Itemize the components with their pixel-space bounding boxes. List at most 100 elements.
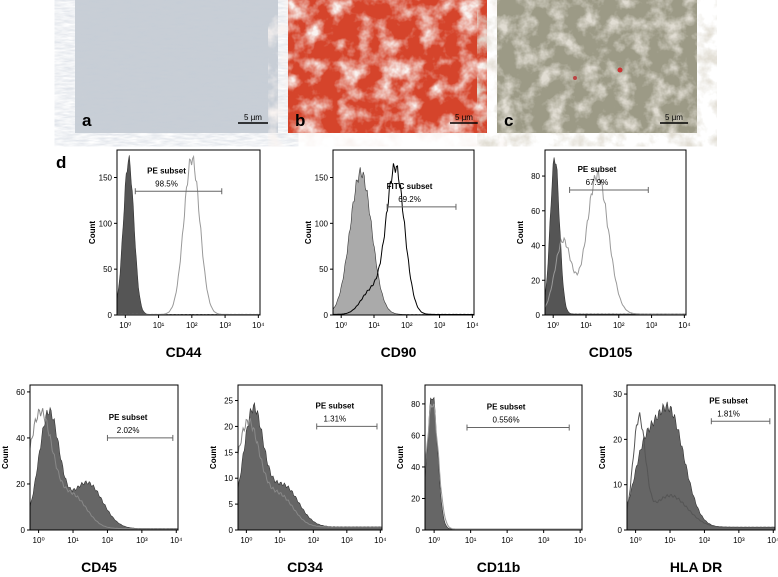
x-tick-label: 10³	[219, 321, 231, 330]
gate-name: PE subset	[109, 413, 148, 422]
isotype-histogram	[29, 406, 179, 531]
y-tick-label: 60	[531, 207, 540, 216]
marker-label: CD90	[381, 344, 417, 360]
y-tick-label: 10	[224, 474, 233, 483]
gate-percent: 1.81%	[717, 409, 740, 418]
y-tick-label: 20	[411, 494, 420, 503]
isotype-histogram	[544, 157, 687, 316]
x-tick-label: 10⁰	[428, 536, 440, 545]
x-tick-label: 10²	[102, 536, 114, 545]
y-tick-label: 50	[103, 265, 112, 274]
x-tick-label: 10²	[308, 536, 320, 545]
y-tick-label: 15	[224, 448, 233, 457]
x-tick-label: 10⁰	[119, 321, 131, 330]
x-tick-label: 10¹	[274, 536, 286, 545]
panel-label: a	[82, 111, 92, 130]
gate-name: PE subset	[147, 166, 186, 175]
y-tick-label: 40	[531, 242, 540, 251]
gate-name: PE subset	[315, 401, 354, 410]
y-axis-label: Count	[1, 446, 10, 469]
marker-label: CD11b	[477, 559, 521, 572]
x-tick-label: 10⁴	[678, 321, 691, 330]
marker-histogram	[333, 163, 474, 316]
gate-name: PE subset	[709, 396, 748, 405]
x-tick-label: 10³	[646, 321, 658, 330]
marker-label: CD105	[589, 344, 633, 360]
panel-label: c	[504, 111, 513, 130]
y-tick-label: 0	[108, 311, 113, 320]
y-axis-label: Count	[396, 446, 405, 469]
y-tick-label: 25	[224, 397, 233, 406]
y-axis-label: Count	[304, 221, 313, 244]
x-tick-label: 10²	[501, 536, 513, 545]
plot-frame	[424, 384, 583, 531]
x-tick-label: 10⁰	[33, 536, 45, 545]
y-tick-label: 20	[16, 480, 25, 489]
x-tick-label: 10¹	[67, 536, 79, 545]
x-tick-label: 10⁴	[767, 536, 778, 545]
scale-bar-label: 5 µm	[244, 113, 262, 122]
marker-histogram	[424, 403, 582, 530]
marker-histogram	[626, 412, 776, 528]
marker-histogram	[544, 169, 686, 315]
y-tick-label: 10	[613, 481, 622, 490]
plot-frame	[544, 149, 687, 316]
x-tick-label: 10²	[699, 536, 711, 545]
plot-frame	[237, 384, 383, 531]
gate-percent: 2.02%	[117, 426, 140, 435]
gate-name: PE subset	[487, 403, 526, 412]
marker-histogram	[237, 418, 382, 528]
x-tick-label: 10²	[613, 321, 625, 330]
y-tick-label: 0	[229, 526, 234, 535]
photo-a: a 5 µm	[75, 0, 278, 133]
y-tick-label: 0	[536, 311, 541, 320]
y-tick-label: 40	[16, 434, 25, 443]
scale-bar-label: 5 µm	[665, 113, 683, 122]
y-axis-label: Count	[88, 221, 97, 244]
y-tick-label: 80	[411, 400, 420, 409]
x-tick-label: 10⁰	[240, 536, 252, 545]
x-tick-label: 10²	[401, 321, 413, 330]
plot-frame	[29, 384, 179, 531]
y-tick-label: 20	[224, 422, 233, 431]
y-tick-label: 0	[324, 311, 329, 320]
y-tick-label: 60	[411, 431, 420, 440]
gate-percent: 67.9%	[586, 178, 609, 187]
y-tick-label: 40	[411, 463, 420, 472]
x-tick-label: 10⁴	[252, 321, 265, 330]
x-tick-label: 10³	[538, 536, 550, 545]
panel-label: d	[56, 153, 66, 172]
marker-label: CD34	[287, 559, 323, 572]
scale-bar-label: 5 µm	[455, 113, 473, 122]
marker-label: CD45	[81, 559, 117, 572]
photo-c: c 5 µm	[497, 0, 697, 133]
x-tick-label: 10³	[136, 536, 148, 545]
y-tick-label: 30	[613, 390, 622, 399]
gate-percent: 1.31%	[323, 414, 346, 423]
gate-name: PE subset	[578, 165, 617, 174]
y-tick-label: 20	[613, 435, 622, 444]
y-tick-label: 80	[531, 172, 540, 181]
y-tick-label: 0	[618, 526, 623, 535]
x-tick-label: 10⁴	[374, 536, 387, 545]
y-tick-label: 100	[99, 219, 113, 228]
plot-frame	[626, 384, 776, 531]
marker-histogram	[117, 154, 260, 316]
gate-percent: 0.556%	[493, 416, 520, 425]
x-tick-label: 10⁴	[170, 536, 183, 545]
marker-histogram	[29, 408, 178, 530]
y-tick-label: 50	[319, 265, 328, 274]
x-tick-label: 10¹	[664, 536, 676, 545]
y-tick-label: 60	[16, 388, 25, 397]
x-tick-label: 10³	[434, 321, 446, 330]
x-tick-label: 10¹	[580, 321, 592, 330]
y-tick-label: 150	[99, 174, 113, 183]
marker-label: HLA DR	[670, 559, 722, 572]
gate-percent: 69.2%	[398, 195, 421, 204]
x-tick-label: 10⁰	[630, 536, 642, 545]
y-axis-label: Count	[598, 446, 607, 469]
x-tick-label: 10¹	[153, 321, 165, 330]
x-tick-label: 10⁴	[466, 321, 479, 330]
